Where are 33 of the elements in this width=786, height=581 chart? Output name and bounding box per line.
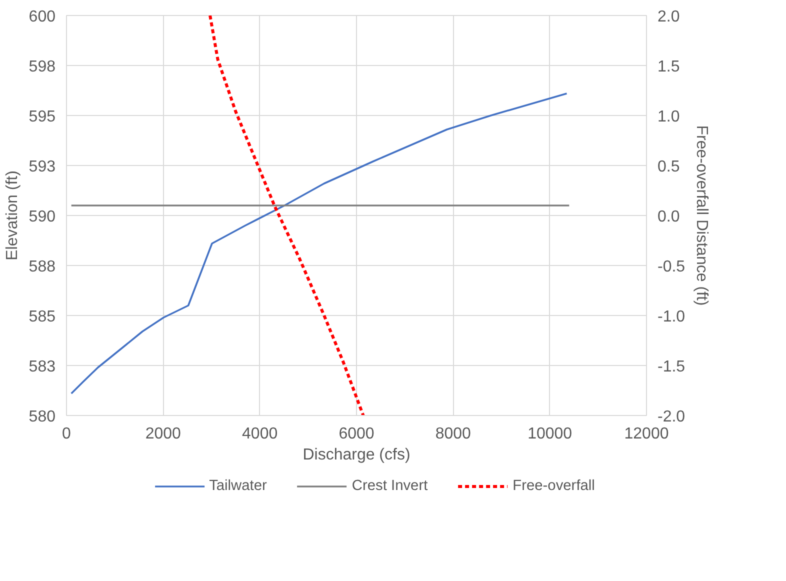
y-tick-label: 595 [28, 108, 56, 126]
legend-label: Crest Invert [352, 478, 428, 494]
y-tick-label: 593 [28, 158, 56, 176]
x-tick-label: 2000 [145, 426, 182, 442]
y2-tick-label: 1.5 [658, 58, 680, 76]
y-axis-title: Elevation (ft) [4, 170, 21, 260]
y2-tick-label: -0.5 [658, 258, 686, 276]
y2-tick-label: 0.5 [658, 158, 680, 176]
y-tick-label: 600 [28, 8, 56, 26]
x-tick-label: 12000 [624, 426, 669, 442]
y-tick-label: 583 [28, 358, 56, 376]
legend-label: Free-overfall [512, 478, 595, 494]
line-series [70, 92, 568, 394]
y2-tick-label: 1.0 [658, 108, 680, 126]
y-tick-label: 590 [28, 208, 56, 226]
legend-label: Tailwater [209, 478, 267, 494]
y2-tick-label: -2.0 [658, 408, 686, 426]
y2-axis-title: Free-overfall Distance (ft) [693, 125, 710, 306]
x-tick-label: 4000 [242, 426, 278, 442]
y2-tick-label: -1.5 [658, 358, 686, 376]
y2-tick-label: -1.0 [658, 308, 686, 326]
line-series [208, 16, 365, 416]
y-tick-label: 588 [28, 258, 56, 276]
y2-tick-label: 0.0 [658, 208, 680, 226]
y-tick-label: 580 [28, 408, 56, 426]
x-tick-label: 6000 [338, 426, 374, 442]
y-tick-label: 598 [28, 58, 56, 76]
x-tick-label: 8000 [435, 426, 472, 442]
x-axis-title: Discharge (cfs) [302, 446, 410, 464]
x-tick-label: 10000 [528, 426, 572, 442]
x-tick-label: 0 [62, 426, 72, 442]
y2-tick-label: 2.0 [658, 8, 680, 26]
y-tick-label: 585 [28, 308, 56, 326]
